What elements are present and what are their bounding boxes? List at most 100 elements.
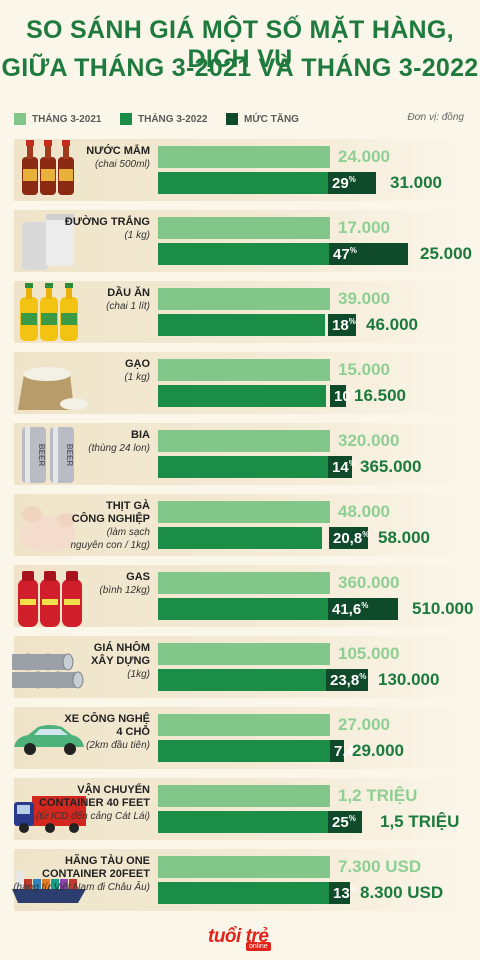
bar-increase: 29% [328,172,376,194]
legend-swatch-2021 [14,113,26,125]
item-name-line: BIA [131,429,150,441]
bar-2021 [158,430,330,452]
item-name: BIA (thùng 24 lon) [88,429,150,455]
bar-increase: 20,8% [329,527,369,549]
chart-row: XE CÔNG NGHỆ 4 CHỖ (2km đầu tiên) 27.000 7,4… [0,707,480,769]
chart-title-line2: GIỮA THÁNG 3-2021 VÀ THÁNG 3-2022 [1,54,479,82]
item-name-line: GAS [126,571,150,583]
item-name: ĐƯỜNG TRẮNG (1 kg) [65,216,150,242]
percent-sign: % [348,317,356,326]
bar-2021 [158,856,330,878]
value-2021: 15.000 [338,360,390,379]
percent-sign: % [350,388,358,397]
legend-label-increase: MỨC TĂNG [244,113,299,125]
item-name: DẦU ĂN (chai 1 lít) [106,287,150,313]
value-2021: 7.300 USD [338,857,422,876]
bar-2021 [158,359,330,381]
bar-2022 [158,669,328,691]
item-name-line: NƯỚC MẮM [86,145,150,157]
percent-sign: % [359,672,367,681]
value-2022: 31.000 [390,173,442,192]
value-2021: 48.000 [338,502,390,521]
item-name-line: THỊT GÀ [106,500,150,512]
item-name-line: DẦU ĂN [107,287,150,299]
item-note: (thùng 24 lon) [88,443,150,454]
value-2022: 510.000 [412,599,474,618]
increase-value: 13 [333,885,350,902]
legend-item-increase: MỨC TĂNG [226,110,299,128]
aluminum-pipe-icon [12,653,84,689]
percent-sign: % [348,175,356,184]
percent-sign: % [362,530,370,539]
increase-label: 47% [333,246,357,263]
item-name-line: GIÁ NHÔM [93,642,150,654]
chart-row: HÃNG TÀU ONE CONTAINER 20FEET (hàng từ Việ… [0,849,480,911]
svg-text:BEER: BEER [37,444,46,466]
legend-item-2021: THÁNG 3-2021 [14,110,101,128]
bar-increase: 41,6% [328,598,398,620]
percent-sign: % [348,459,356,468]
sugar-bag-icon [22,214,74,270]
increase-label: 29% [332,175,356,192]
unit-note: Đơn vị: đồng [407,112,464,123]
item-name: GAS (bình 12kg) [99,571,150,597]
legend-label-2022: THÁNG 3-2022 [138,113,208,125]
increase-value: 14 [332,459,349,476]
cargo-ship-icon [12,871,86,903]
bar-2021 [158,643,330,665]
chart-row: GIÁ NHÔM XÂY DỰNG (1kg) 105.000 23,8% 130.000 [0,636,480,698]
item-name: GẠO (1 kg) [124,358,150,384]
svg-text:BEER: BEER [65,444,74,466]
item-note: (2km đầu tiên) [86,740,150,751]
bar-increase: 25% [328,811,362,833]
cooking-oil-icon [20,283,78,341]
value-2021: 27.000 [338,715,390,734]
item-note: (làm sạch [106,527,150,538]
rice-sack-icon [18,367,88,410]
bar-2021 [158,146,330,168]
item-note: (bình 12kg) [99,585,150,596]
item-note-line2: nguyên con / 1kg) [70,540,151,551]
increase-value: 47 [333,246,350,263]
bar-2021 [158,572,330,594]
increase-label: 20,8% [333,530,369,547]
increase-label: 41,6% [332,601,368,618]
item-name: THỊT GÀ CÔNG NGHIỆP (làm sạch nguyên con / … [71,500,151,552]
bar-2022 [158,456,329,478]
increase-value: 20,8 [333,530,363,547]
item-name-line: HÃNG TÀU ONE [65,855,150,867]
bar-increase: 18% [328,314,356,336]
item-name: NƯỚC MẮM (chai 500ml) [86,145,150,171]
value-2022: 25.000 [420,244,472,263]
gas-cylinder-icon [18,571,82,627]
increase-value: 18 [332,317,349,334]
beer-can-icon: BEER BEER [22,427,74,483]
increase-value: 23,8 [330,672,360,689]
item-name: VẬN CHUYỂN CONTAINER 40 FEET (từ ICD đến c… [36,784,150,823]
bar-2021 [158,785,330,807]
value-2021: 105.000 [338,644,400,663]
bar-2022 [158,385,326,407]
percent-sign: % [349,246,357,255]
item-name: XE CÔNG NGHỆ 4 CHỖ (2km đầu tiên) [64,713,150,752]
chart-row: DẦU ĂN (chai 1 lít) 39.000 18% 46.000 [0,281,480,343]
bar-increase: 23,8% [326,669,368,691]
bar-2022 [158,172,330,194]
value-2021: 1,2 TRIỆU [338,786,418,805]
increase-label: 13% [333,885,357,902]
logo-text: tuổi trẻ [208,926,269,947]
item-note: (từ ICD đến cảng Cát Lái) [35,811,150,822]
bar-2022 [158,527,322,549]
item-name-line: VẬN CHUYỂN [77,784,150,796]
bar-2022 [158,314,325,336]
item-note: (chai 500ml) [94,159,150,170]
value-2022: 1,5 TRIỆU [380,812,460,831]
increase-label: 23,8% [330,672,366,689]
percent-sign: % [354,743,362,752]
chart-row: VẬN CHUYỂN CONTAINER 40 FEET (từ ICD đến c… [0,778,480,840]
item-name: HÃNG TÀU ONE CONTAINER 20FEET (hàng từ Việ… [13,855,150,894]
legend-item-2022: THÁNG 3-2022 [120,110,207,128]
bar-2022 [158,243,332,265]
percent-sign: % [348,814,356,823]
chart-row: BEER BEER BIA (thùng 24 lon) 320.000 14% 365.0… [0,423,480,485]
